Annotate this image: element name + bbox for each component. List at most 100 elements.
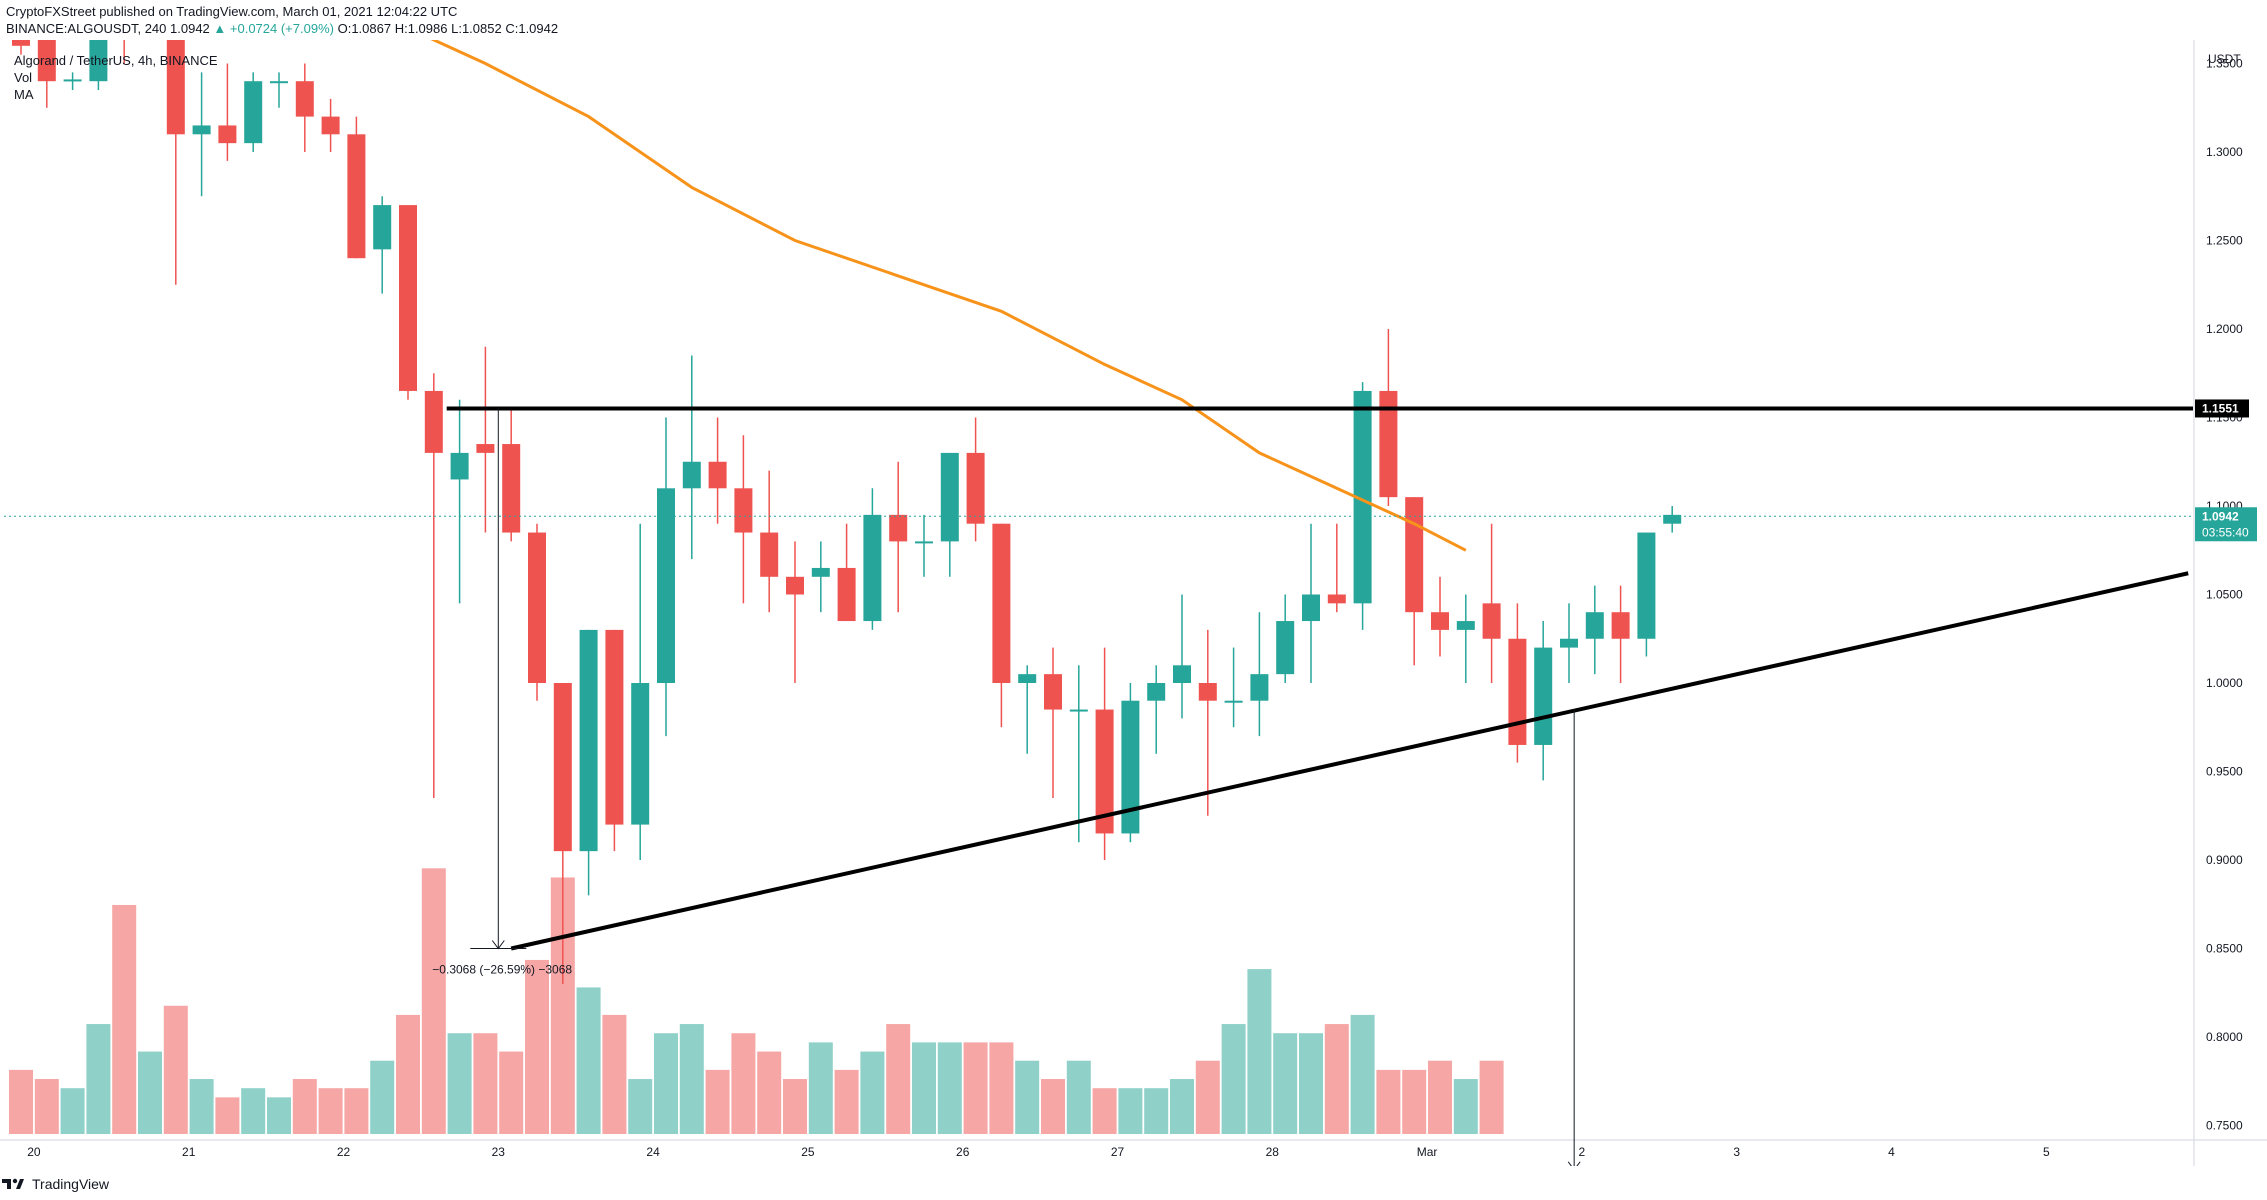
candle-body xyxy=(889,514,908,542)
volume-bar xyxy=(1402,1069,1427,1134)
legend-volume[interactable]: Vol xyxy=(14,70,33,85)
high-value: 1.0986 xyxy=(407,21,448,36)
volume-bar xyxy=(138,1051,162,1134)
time-tick-label: 5 xyxy=(2043,1145,2050,1159)
volume-bar xyxy=(1428,1060,1452,1134)
candle-body xyxy=(347,134,366,259)
moving-average xyxy=(430,40,1467,552)
legend-ma[interactable]: MA xyxy=(14,87,34,102)
volume-bar xyxy=(241,1088,266,1134)
low-value: 1.0852 xyxy=(461,21,502,36)
candle-body xyxy=(1147,683,1166,701)
volume-bar xyxy=(705,1069,730,1134)
close-value: 1.0942 xyxy=(518,21,559,36)
resistance-price-text: 1.1551 xyxy=(2202,401,2239,415)
volume-bar xyxy=(370,1060,395,1134)
volume-bar xyxy=(1453,1079,1478,1134)
price-tick-label: 1.2500 xyxy=(2206,234,2243,248)
axes: 1.35001.30001.25001.20001.15001.10001.05… xyxy=(27,52,2257,1159)
candle-body xyxy=(1018,674,1037,683)
candle-body xyxy=(1585,612,1604,639)
candle-body xyxy=(373,205,392,250)
candle-body xyxy=(1379,390,1398,498)
volume-bar xyxy=(473,1033,498,1134)
candle-body xyxy=(605,629,624,825)
volume-bar xyxy=(396,1014,420,1134)
symbol-ohlc-line: BINANCE:ALGOUSDT, 240 1.0942 ▲ +0.0724 (… xyxy=(6,21,558,36)
price-chart[interactable]: −0.3068 (−26.59%) −3068−0.2605 (−26.46%)… xyxy=(0,40,2267,1166)
volume-bar xyxy=(1041,1079,1065,1134)
volume-bar xyxy=(499,1051,524,1134)
candle-body xyxy=(940,452,959,542)
volume-bar xyxy=(1170,1079,1194,1134)
price-tick-label: 0.9500 xyxy=(2206,765,2243,779)
candle-body xyxy=(1173,665,1191,683)
candle-body xyxy=(1482,603,1501,639)
price-tick-label: 0.8000 xyxy=(2206,1030,2243,1044)
candle-body xyxy=(992,523,1011,683)
volume-bar xyxy=(1195,1060,1220,1134)
candle-body xyxy=(192,125,211,135)
volume-bar xyxy=(1299,1033,1323,1134)
volume-bar xyxy=(86,1024,111,1134)
price-tick-label: 1.3000 xyxy=(2206,145,2243,159)
candle-body xyxy=(553,683,572,852)
volume-bar xyxy=(525,959,549,1134)
volume-bar xyxy=(421,868,446,1134)
volume-bar xyxy=(215,1097,240,1134)
candle-body xyxy=(1534,647,1553,745)
time-tick-label: 26 xyxy=(956,1145,970,1159)
trend-lines: −0.3068 (−26.59%) −3068−0.2605 (−26.46%)… xyxy=(4,406,2193,1166)
candle-body xyxy=(1431,612,1449,630)
volume-bar xyxy=(1221,1024,1246,1134)
volume-bar xyxy=(757,1051,782,1134)
volume-bar xyxy=(344,1088,369,1134)
candle-body xyxy=(1302,594,1320,622)
candle-body xyxy=(450,452,469,480)
candle-body xyxy=(89,40,108,82)
volume-bar xyxy=(112,904,137,1134)
volume-bars xyxy=(9,868,1504,1134)
candle-body xyxy=(1095,709,1114,834)
volume-bar xyxy=(318,1088,343,1134)
candle-body xyxy=(1456,621,1475,630)
time-tick-label: 22 xyxy=(337,1145,351,1159)
price-tick-label: 1.0500 xyxy=(2206,588,2243,602)
candle-body xyxy=(399,205,417,391)
high-label: H: xyxy=(394,21,408,36)
footer: TradingView xyxy=(0,1166,2267,1200)
ma-line xyxy=(430,40,1467,552)
candle-body xyxy=(631,683,650,825)
candle-body xyxy=(295,81,314,117)
price-tick-label: 0.7500 xyxy=(2206,1119,2243,1133)
candle-body xyxy=(476,444,495,453)
candle-body xyxy=(218,125,237,144)
candle-body xyxy=(321,116,340,135)
candle-body xyxy=(915,541,933,544)
time-tick-label: 25 xyxy=(801,1145,815,1159)
candle-body xyxy=(1405,497,1424,613)
volume-bar xyxy=(292,1079,317,1134)
time-tick-label: 20 xyxy=(27,1145,41,1159)
candle-body xyxy=(786,576,804,595)
candle-body xyxy=(12,40,30,46)
volume-bar xyxy=(679,1024,704,1134)
candle-body xyxy=(682,461,701,489)
time-tick-label: 23 xyxy=(492,1145,506,1159)
volume-bar xyxy=(163,1005,188,1134)
open-value: 1.0867 xyxy=(351,21,392,36)
candles xyxy=(12,40,1682,984)
volume-bar xyxy=(602,1014,627,1134)
candle-body xyxy=(1637,532,1656,639)
symbol-label: BINANCE:ALGOUSDT, 240 xyxy=(6,21,167,36)
time-tick-label: 24 xyxy=(646,1145,660,1159)
last-price: 1.0942 xyxy=(170,21,210,36)
volume-bar xyxy=(783,1079,807,1134)
candle-body xyxy=(1327,594,1346,604)
volume-bar xyxy=(1144,1088,1169,1134)
candle-body xyxy=(1121,700,1140,834)
price-tick-label: 0.8500 xyxy=(2206,942,2243,956)
candle-body xyxy=(579,629,598,852)
time-tick-label: 27 xyxy=(1111,1145,1125,1159)
time-tick-label: 3 xyxy=(1733,1145,1740,1159)
